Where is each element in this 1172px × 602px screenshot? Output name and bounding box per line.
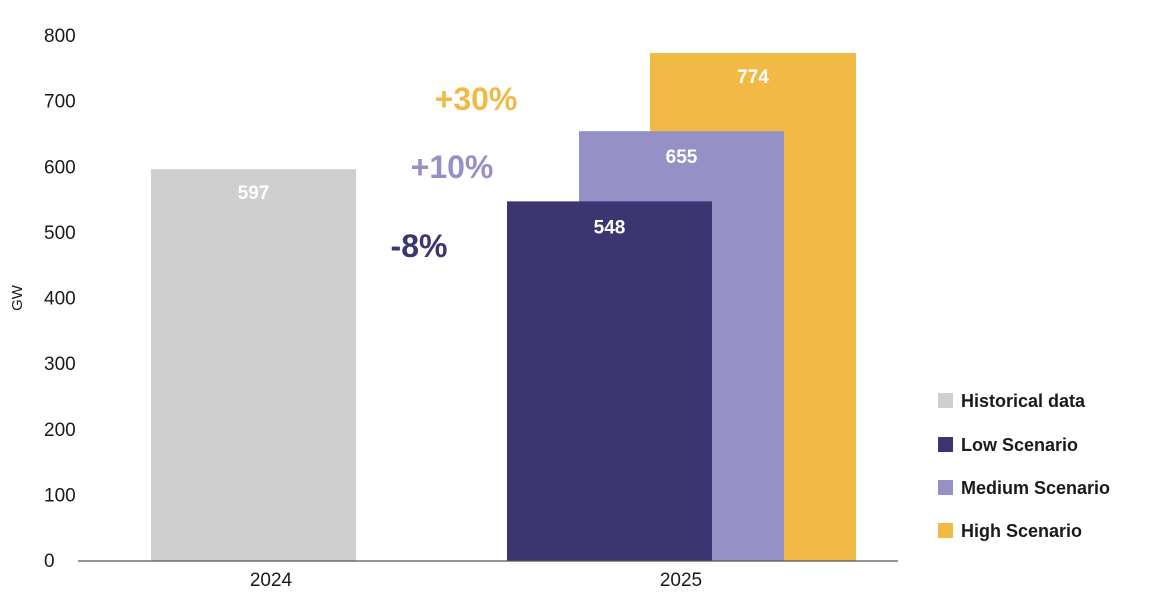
data-label-high: 774 bbox=[737, 67, 769, 88]
y-tick-label: 400 bbox=[44, 289, 76, 310]
change-annotations: +30% +10% -8% bbox=[391, 81, 518, 264]
x-axis: 2024 2025 bbox=[250, 570, 702, 591]
change-label-medium: +10% bbox=[411, 149, 494, 185]
bar-low bbox=[507, 201, 712, 561]
y-axis-title: GW bbox=[9, 284, 26, 311]
legend: Historical data Low Scenario Medium Scenar… bbox=[938, 391, 1110, 541]
x-tick-label: 2024 bbox=[250, 570, 293, 591]
y-tick-label: 800 bbox=[44, 26, 76, 47]
y-axis: 0 100 200 300 400 500 600 700 800 bbox=[44, 26, 76, 572]
y-tick-label: 600 bbox=[44, 157, 76, 178]
y-tick-label: 300 bbox=[44, 354, 76, 375]
change-label-low: -8% bbox=[391, 228, 448, 264]
bar-historical bbox=[151, 169, 356, 561]
y-tick-label: 0 bbox=[44, 551, 55, 572]
legend-label-high: High Scenario bbox=[961, 521, 1082, 541]
y-tick-label: 500 bbox=[44, 223, 76, 244]
y-tick-label: 200 bbox=[44, 420, 76, 441]
legend-label-low: Low Scenario bbox=[961, 435, 1078, 455]
y-tick-label: 100 bbox=[44, 485, 76, 506]
legend-label-historical: Historical data bbox=[961, 391, 1086, 411]
data-label-historical: 597 bbox=[238, 183, 270, 204]
legend-swatch-high bbox=[938, 523, 953, 538]
change-label-high: +30% bbox=[435, 81, 518, 117]
legend-swatch-medium bbox=[938, 480, 953, 495]
legend-swatch-low bbox=[938, 437, 953, 452]
y-tick-label: 700 bbox=[44, 92, 76, 113]
legend-swatch-historical bbox=[938, 393, 953, 408]
data-label-low: 548 bbox=[594, 217, 626, 238]
bars: 597 774 655 548 bbox=[151, 53, 856, 561]
data-label-medium: 655 bbox=[666, 147, 698, 168]
legend-label-medium: Medium Scenario bbox=[961, 478, 1110, 498]
x-tick-label: 2025 bbox=[660, 570, 702, 591]
